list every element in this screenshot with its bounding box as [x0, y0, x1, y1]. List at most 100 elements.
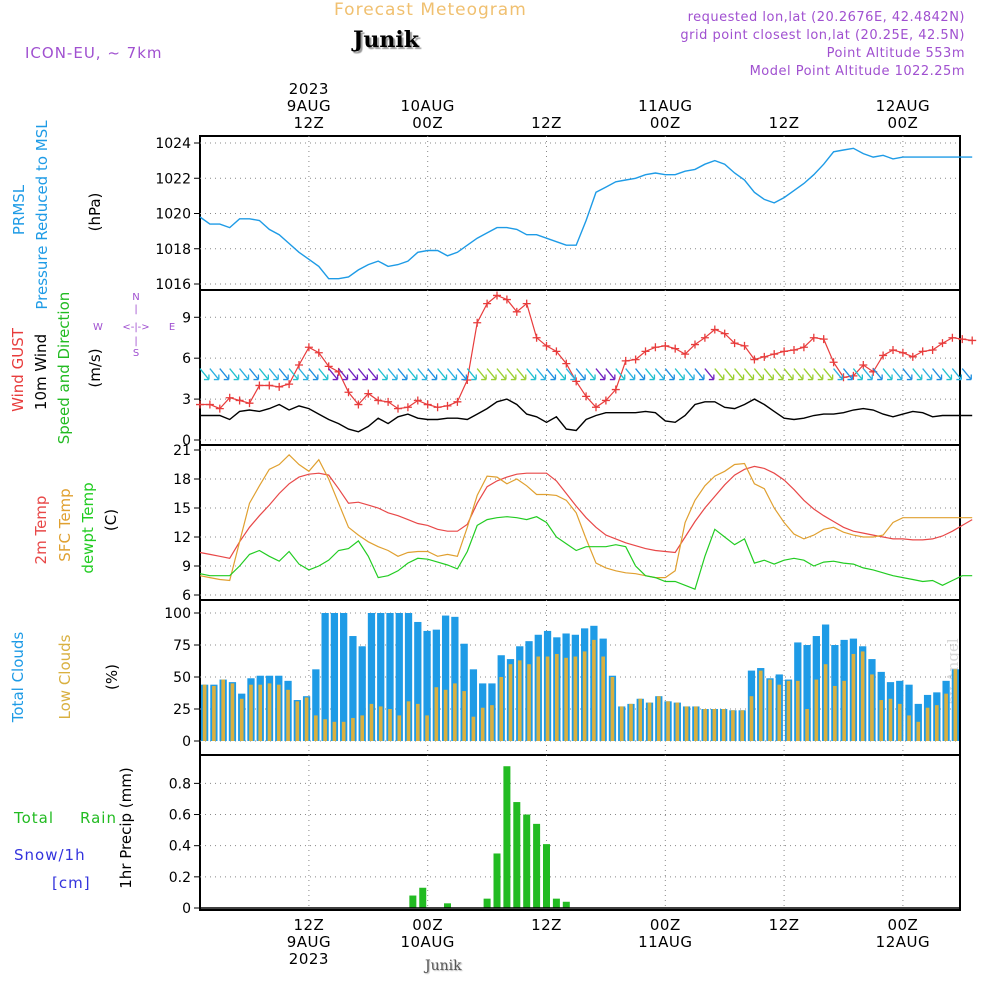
wind-ylabel-speed-dir: Speed and Direction: [55, 292, 73, 445]
rain-bar: [444, 903, 451, 908]
low-cloud-bar: [332, 721, 337, 741]
requested-coords: requested lon,lat (20.2676E, 42.4842N): [687, 10, 965, 25]
precip-ytick-label: 0.8: [169, 776, 191, 792]
low-cloud-bar: [434, 687, 439, 741]
precip-legend-total: Total: [13, 809, 54, 827]
wind10m-line: [200, 398, 973, 433]
wind-direction-arrow: [239, 368, 250, 381]
low-cloud-bar: [629, 703, 633, 741]
precip-ytick-label: 0.6: [169, 808, 191, 824]
time-label-top: 00Z: [650, 114, 681, 132]
compass-tick: |: [134, 304, 137, 315]
gust-marker: [631, 355, 640, 364]
gust-marker: [938, 339, 947, 348]
wind-direction-arrow: [922, 368, 933, 381]
low-cloud-bar: [786, 680, 791, 741]
gust-marker: [621, 356, 630, 365]
wind-direction-arrow: [763, 368, 774, 381]
gust-marker: [265, 381, 274, 390]
grid-point-coords: grid point closest lon,lat (20.25E, 42.5…: [680, 28, 965, 43]
wind-direction-arrow: [496, 368, 507, 381]
wind-direction-arrow: [456, 368, 467, 381]
low-cloud-bar: [944, 693, 948, 741]
low-cloud-bar: [239, 698, 244, 741]
low-cloud-bar: [490, 705, 494, 741]
wind-direction-arrow: [842, 368, 854, 381]
rain-bar: [503, 766, 511, 908]
gust-marker: [760, 352, 769, 361]
wind-direction-arrow: [486, 368, 497, 381]
point-altitude: Point Altitude 553m: [826, 46, 965, 61]
compass-south: S: [133, 348, 139, 359]
wind-direction-arrow: [387, 368, 398, 381]
time-label-top: 9AUG: [287, 97, 331, 115]
wind-direction-arrow: [407, 368, 418, 381]
low-cloud-bar: [823, 664, 828, 741]
low-cloud-bar: [675, 702, 680, 741]
gust-marker: [542, 341, 551, 350]
temperature-ytick-label: 18: [173, 472, 191, 488]
total-cloud-bar: [386, 613, 394, 741]
wind-direction-arrow: [466, 368, 477, 381]
clouds-ytick-label: 25: [173, 702, 191, 718]
low-cloud-bar: [851, 653, 856, 741]
gust-marker: [255, 381, 264, 390]
low-cloud-bar: [397, 715, 402, 741]
wind-direction-arrow: [674, 368, 685, 381]
pressure-ytick-label: 1022: [155, 171, 191, 187]
gust-marker: [879, 351, 888, 360]
precip-ytick-label: 0: [182, 901, 191, 917]
total-cloud-bar: [414, 621, 422, 741]
gust-marker: [641, 347, 650, 356]
gust-marker: [413, 396, 422, 405]
wind-direction-arrow: [892, 368, 903, 381]
low-cloud-bar: [638, 698, 643, 741]
total-cloud-bar: [349, 636, 357, 741]
low-cloud-bar: [462, 691, 466, 741]
wind-direction-arrow: [595, 368, 606, 381]
wind-frame: [199, 289, 961, 446]
wind-direction-arrow: [803, 368, 814, 381]
low-cloud-bar: [351, 717, 355, 741]
wind-direction-arrow: [565, 368, 576, 381]
wind-direction-arrow: [753, 368, 764, 381]
temperature-ytick-label: 6: [182, 588, 191, 604]
time-label-bottom: 9AUG: [287, 933, 331, 951]
wind-direction-arrow: [357, 368, 368, 381]
total-cloud-bar: [432, 629, 440, 741]
low-cloud-bar: [703, 709, 707, 741]
precip-ytick-label: 0.4: [169, 839, 191, 855]
low-cloud-bar: [647, 702, 652, 741]
gust-marker: [493, 291, 501, 300]
low-cloud-bar: [656, 696, 661, 741]
gust-marker: [750, 355, 759, 364]
time-label-top: 00Z: [412, 114, 443, 132]
wind-direction-arrow: [248, 368, 260, 381]
gust-marker: [601, 396, 610, 405]
time-label-bottom: 10AUG: [400, 933, 454, 951]
gust-marker: [532, 333, 541, 342]
temp-ylabel-2m: 2m Temp: [32, 496, 50, 565]
temp-ylabel-dewpt: dewpt Temp: [79, 482, 97, 573]
low-cloud-bar: [258, 684, 263, 741]
compass-east: E: [169, 322, 175, 333]
gust-marker: [443, 401, 452, 410]
wind-direction-arrow: [932, 368, 943, 381]
wind-direction-arrow: [318, 368, 329, 381]
low-cloud-bar: [545, 656, 550, 741]
sfc-temp-line: [199, 453, 973, 582]
low-cloud-bar: [415, 703, 420, 741]
low-cloud-bar: [740, 710, 745, 741]
clouds-ytick-label: 50: [173, 670, 191, 686]
wind-direction-arrow: [526, 368, 537, 381]
precip-legend-snow-unit: [cm]: [52, 874, 91, 892]
gust-marker: [344, 388, 353, 397]
temperature-ytick-label: 21: [173, 443, 191, 459]
low-cloud-bar: [267, 683, 272, 741]
wind-direction-arrow: [902, 368, 913, 381]
rain-bar: [493, 853, 501, 908]
low-cloud-bar: [276, 684, 281, 741]
gust-marker: [740, 341, 749, 350]
gust-marker: [304, 343, 313, 352]
